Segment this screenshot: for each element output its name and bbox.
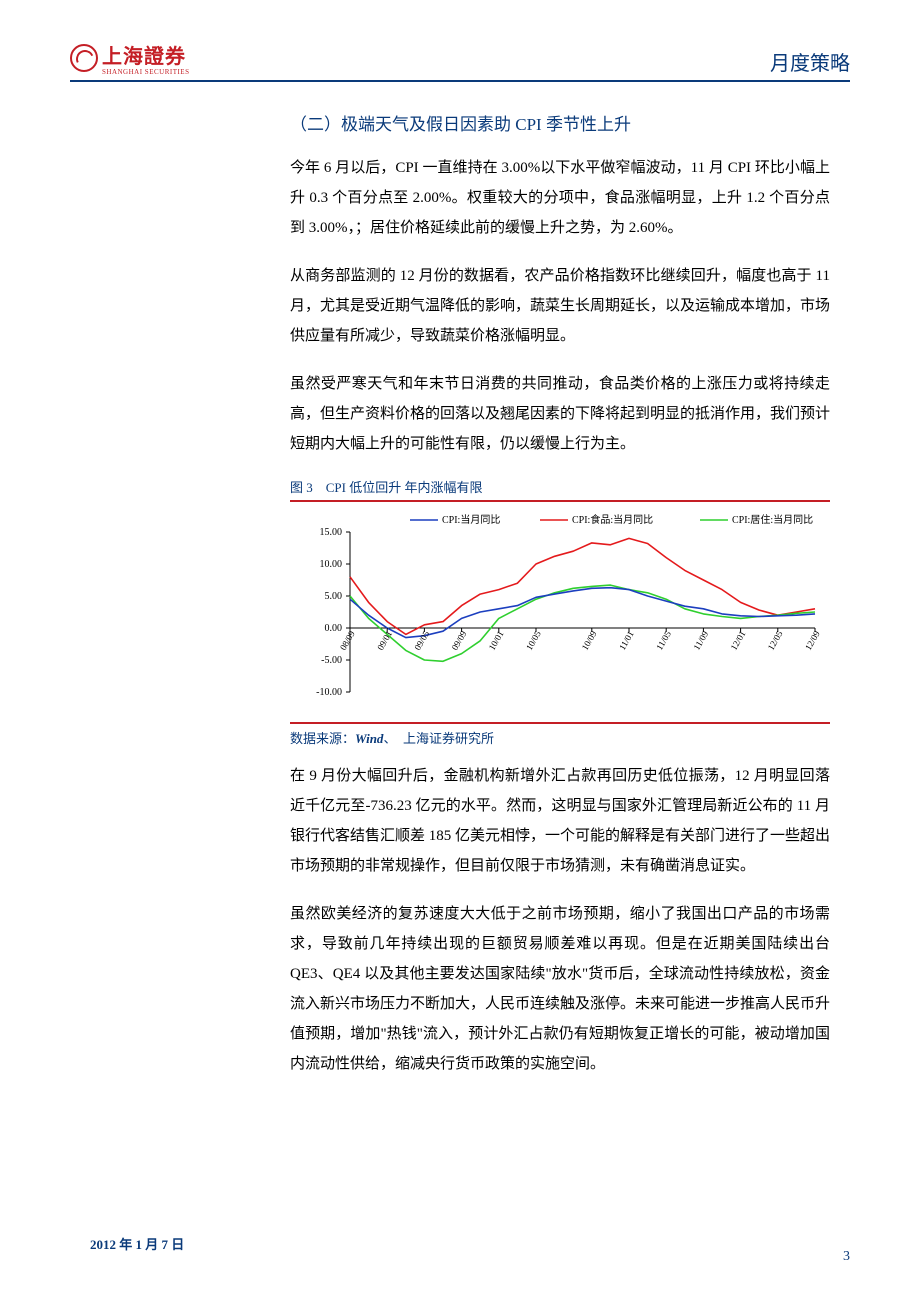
svg-text:10/01: 10/01 <box>487 629 506 652</box>
figure-source: 数据来源：Wind、 上海证券研究所 <box>290 728 830 747</box>
main-content: （二）极端天气及假日因素助 CPI 季节性上升 今年 6 月以后，CPI 一直维… <box>290 110 830 1079</box>
svg-text:-10.00: -10.00 <box>316 687 342 698</box>
svg-text:-5.00: -5.00 <box>321 655 342 666</box>
svg-text:11/01: 11/01 <box>617 629 636 651</box>
source-wind: Wind <box>355 731 383 746</box>
svg-text:10/09: 10/09 <box>580 629 599 652</box>
section-title: （二）极端天气及假日因素助 CPI 季节性上升 <box>290 110 830 135</box>
logo-en: SHANGHAI SECURITIES <box>102 69 189 76</box>
paragraph-5: 虽然欧美经济的复苏速度大大低于之前市场预期，缩小了我国出口产品的市场需求，导致前… <box>290 899 830 1079</box>
svg-text:15.00: 15.00 <box>320 527 343 538</box>
svg-text:11/05: 11/05 <box>654 629 673 652</box>
svg-text:CPI:食品:当月同比: CPI:食品:当月同比 <box>572 513 653 526</box>
svg-text:12/09: 12/09 <box>803 629 822 652</box>
brand-logo: 上海證券 SHANGHAI SECURITIES <box>70 40 189 76</box>
doc-type: 月度策略 <box>770 47 850 76</box>
svg-text:CPI:当月同比: CPI:当月同比 <box>442 513 500 526</box>
source-inst: 上海证券研究所 <box>403 731 494 746</box>
paragraph-1: 今年 6 月以后，CPI 一直维持在 3.00%以下水平做窄幅波动，11 月 C… <box>290 153 830 243</box>
logo-icon <box>70 44 98 72</box>
svg-text:CPI:居住:当月同比: CPI:居住:当月同比 <box>732 513 813 526</box>
page-root: 上海證券 SHANGHAI SECURITIES 月度策略 （二）极端天气及假日… <box>0 0 920 1301</box>
svg-text:10/05: 10/05 <box>524 629 543 652</box>
footer-page-number: 3 <box>843 1249 850 1265</box>
svg-text:10.00: 10.00 <box>320 559 343 570</box>
paragraph-2: 从商务部监测的 12 月份的数据看，农产品价格指数环比继续回升，幅度也高于 11… <box>290 261 830 351</box>
source-sep: 、 <box>383 731 403 746</box>
svg-text:09/09: 09/09 <box>450 629 469 652</box>
paragraph-3: 虽然受严寒天气和年末节日消费的共同推动，食品类价格的上涨压力或将持续走高，但生产… <box>290 369 830 459</box>
svg-text:09/05: 09/05 <box>412 629 431 652</box>
svg-text:12/01: 12/01 <box>729 629 748 652</box>
svg-text:09/01: 09/01 <box>375 629 394 652</box>
chart-svg: CPI:当月同比 CPI:食品:当月同比 CPI:居住:当月同比 -10.00 -5.0… <box>294 510 826 720</box>
svg-text:0.00: 0.00 <box>325 623 343 634</box>
page-header: 上海證券 SHANGHAI SECURITIES 月度策略 <box>70 40 850 82</box>
cpi-chart: CPI:当月同比 CPI:食品:当月同比 CPI:居住:当月同比 -10.00 -5.0… <box>290 504 830 724</box>
svg-text:5.00: 5.00 <box>325 591 343 602</box>
svg-text:12/05: 12/05 <box>766 629 785 652</box>
source-label: 数据来源： <box>290 731 355 746</box>
paragraph-4: 在 9 月份大幅回升后，金融机构新增外汇占款再回历史低位振荡，12 月明显回落近… <box>290 761 830 881</box>
svg-text:11/09: 11/09 <box>691 629 710 652</box>
logo-cn: 上海證券 <box>102 46 186 68</box>
footer-date: 2012 年 1 月 7 日 <box>90 1234 184 1253</box>
logo-text-block: 上海證券 SHANGHAI SECURITIES <box>102 40 189 76</box>
figure-caption: 图 3 CPI 低位回升 年内涨幅有限 <box>290 477 830 502</box>
